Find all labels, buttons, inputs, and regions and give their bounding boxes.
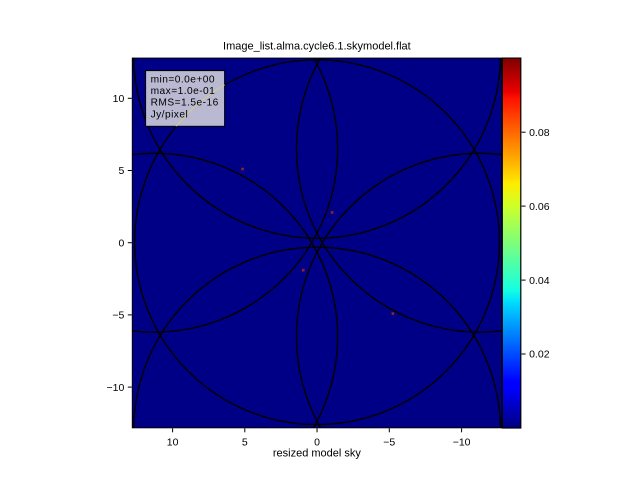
svg-text:0.02: 0.02 [529, 349, 550, 361]
svg-text:10: 10 [167, 436, 179, 448]
svg-text:5: 5 [118, 165, 124, 177]
svg-text:0: 0 [314, 436, 320, 448]
svg-text:Image_list.alma.cycle6.1.skymo: Image_list.alma.cycle6.1.skymodel.flat [223, 41, 411, 53]
svg-text:RMS=1.5e-16: RMS=1.5e-16 [151, 98, 219, 109]
svg-text:0.04: 0.04 [529, 275, 550, 287]
svg-text:0: 0 [118, 237, 124, 249]
svg-text:−10: −10 [453, 436, 471, 448]
svg-text:−5: −5 [112, 310, 124, 322]
svg-text:max=1.0e-01: max=1.0e-01 [151, 86, 216, 97]
svg-text:0.08: 0.08 [529, 127, 550, 139]
svg-text:−10: −10 [106, 382, 124, 394]
svg-text:min=0.0e+00: min=0.0e+00 [151, 75, 215, 86]
svg-text:−5: −5 [383, 436, 395, 448]
svg-text:Jy/pixel: Jy/pixel [151, 109, 189, 120]
svg-text:resized model sky: resized model sky [273, 447, 362, 459]
svg-text:5: 5 [242, 436, 248, 448]
svg-text:0.06: 0.06 [529, 201, 550, 213]
svg-text:10: 10 [113, 93, 125, 105]
